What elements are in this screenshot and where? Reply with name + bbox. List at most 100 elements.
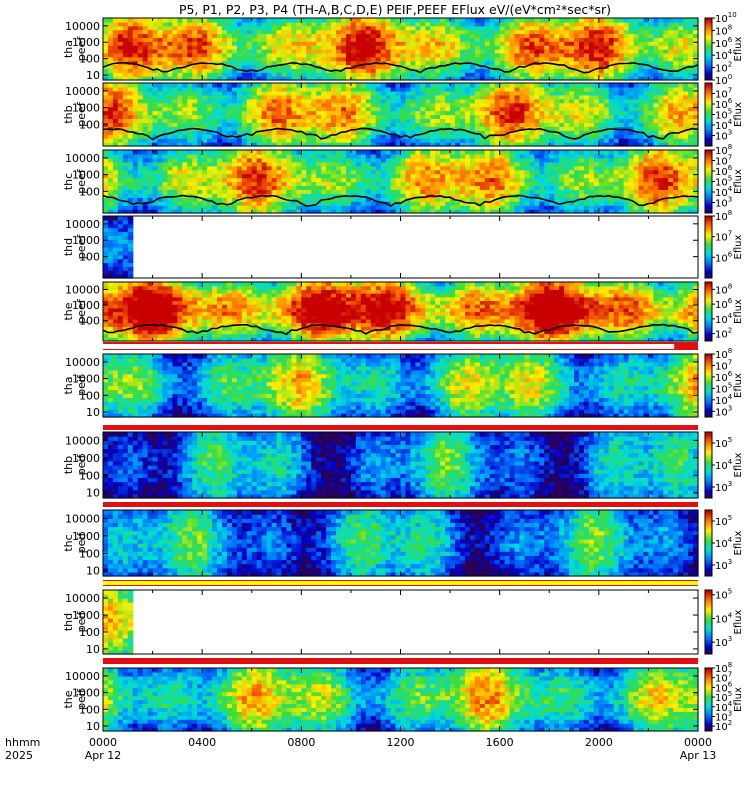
heatmap-cell	[311, 90, 317, 96]
heatmap-cell	[331, 60, 337, 66]
heatmap-cell	[271, 86, 278, 92]
heatmap-cell	[514, 76, 521, 81]
heatmap-cell	[122, 102, 129, 108]
heatmap-cell	[365, 205, 372, 210]
heatmap-cell	[222, 157, 228, 163]
heatmap-cell	[598, 56, 605, 62]
colorbar-label: Eflux	[733, 36, 744, 61]
panel-label-product: peef	[75, 101, 88, 127]
heatmap-cell	[207, 56, 213, 62]
heatmap-cell	[182, 126, 188, 131]
heatmap-cell	[360, 64, 367, 69]
heatmap-cell	[519, 29, 526, 35]
heatmap-cell	[127, 41, 134, 46]
heatmap-cell	[202, 83, 208, 88]
heatmap-cell	[385, 118, 392, 123]
heatmap-cell	[261, 76, 268, 81]
heatmap-cell	[509, 114, 516, 120]
heatmap-cell	[281, 157, 288, 163]
heatmap-cell	[648, 102, 654, 108]
heatmap-cell	[440, 68, 446, 73]
heatmap-cell	[554, 72, 560, 77]
heatmap-cell	[668, 41, 674, 46]
heatmap-cell	[112, 142, 119, 147]
heatmap-cell	[549, 142, 555, 147]
heatmap-cell	[157, 29, 164, 35]
heatmap-cell	[192, 102, 198, 108]
heatmap-cell	[321, 177, 327, 183]
heatmap-cell	[534, 83, 540, 88]
heatmap-cell	[236, 90, 243, 96]
heatmap-cell	[579, 76, 585, 81]
heatmap-cell	[142, 90, 149, 96]
heatmap-cell	[162, 157, 169, 163]
heatmap-cell	[107, 25, 114, 31]
heatmap-cell	[296, 83, 302, 88]
heatmap-cell	[306, 76, 312, 81]
heatmap-cell	[172, 138, 178, 143]
heatmap-cell	[217, 86, 223, 92]
heatmap-cell	[464, 33, 471, 38]
heatmap-cell	[336, 106, 342, 112]
heatmap-cell	[474, 18, 481, 23]
heatmap-cell	[430, 76, 436, 81]
heatmap-cell	[360, 37, 367, 42]
heatmap-cell	[365, 118, 372, 123]
spectrogram-tha-peef	[103, 18, 699, 81]
heatmap-cell	[395, 173, 402, 179]
heatmap-cell	[182, 110, 188, 116]
y-tick-label: 10	[86, 69, 100, 82]
heatmap-cell	[291, 161, 297, 167]
heatmap-cell	[266, 185, 273, 190]
heatmap-cell	[593, 76, 600, 81]
heatmap-cell	[400, 110, 407, 116]
heatmap-cell	[147, 41, 154, 46]
heatmap-cell	[653, 122, 659, 127]
heatmap-cell	[291, 181, 297, 187]
heatmap-cell	[494, 52, 501, 58]
heatmap-cell	[484, 25, 491, 31]
heatmap-cell	[514, 134, 521, 139]
heatmap-cell	[162, 189, 169, 194]
heatmap-cell	[142, 153, 149, 159]
heatmap-cell	[688, 138, 694, 143]
heatmap-cell	[241, 181, 248, 187]
heatmap-cell	[301, 161, 307, 167]
heatmap-cell	[603, 18, 610, 23]
heatmap-cell	[350, 150, 357, 155]
heatmap-cell	[231, 205, 238, 210]
heatmap-cell	[192, 185, 198, 190]
heatmap-cell	[385, 157, 392, 163]
heatmap-cell	[360, 98, 367, 104]
heatmap-cell	[514, 33, 521, 38]
heatmap-cell	[112, 33, 119, 38]
heatmap-cell	[598, 138, 605, 143]
heatmap-cell	[147, 18, 154, 23]
heatmap-cell	[484, 106, 491, 112]
heatmap-cell	[336, 72, 342, 77]
heatmap-cell	[212, 126, 218, 131]
heatmap-cell	[410, 52, 416, 58]
heatmap-cell	[202, 56, 208, 62]
heatmap-cell	[633, 52, 640, 58]
heatmap-cell	[633, 134, 640, 139]
heatmap-cell	[355, 153, 362, 159]
heatmap-cell	[341, 177, 347, 183]
heatmap-cell	[127, 205, 134, 210]
heatmap-cell	[117, 68, 124, 73]
heatmap-cell	[653, 18, 659, 23]
heatmap-cell	[504, 33, 511, 38]
heatmap-cell	[648, 94, 654, 100]
heatmap-cell	[152, 68, 159, 73]
heatmap-cell	[137, 94, 144, 100]
heatmap-cell	[583, 130, 590, 135]
heatmap-cell	[336, 83, 342, 88]
heatmap-cell	[112, 94, 119, 100]
heatmap-cell	[345, 45, 352, 50]
heatmap-cell	[643, 106, 650, 112]
heatmap-cell	[276, 25, 283, 31]
heatmap-cell	[321, 193, 327, 198]
heatmap-cell	[331, 110, 337, 116]
heatmap-cell	[316, 45, 322, 50]
heatmap-cell	[217, 49, 223, 54]
